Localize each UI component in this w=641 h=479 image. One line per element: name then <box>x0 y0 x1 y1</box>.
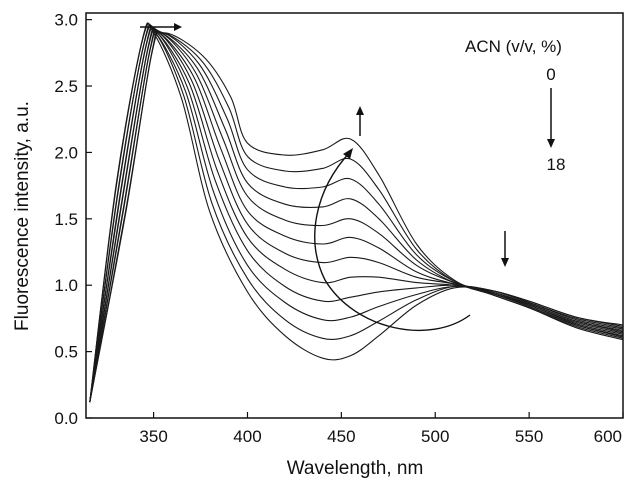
y-axis-ticks: 0.0 0.5 1.0 1.5 2.0 2.5 3.0 <box>54 11 92 428</box>
y-tick-label: 1.5 <box>54 210 78 229</box>
spectrum-line-4 <box>89 25 624 403</box>
annotations: ACN (v/v, %) 0 18 <box>140 23 566 332</box>
legend-title: ACN (v/v, %) <box>465 37 562 56</box>
spectrum-line-3 <box>89 24 624 403</box>
x-axis-ticks: 350 400 450 500 550 600 <box>139 412 624 446</box>
y-tick-label: 3.0 <box>54 11 78 30</box>
x-tick-label: 550 <box>515 427 543 446</box>
down-arrow-head <box>501 258 509 267</box>
plot-frame <box>85 12 624 419</box>
shift-arrow-head <box>174 23 182 31</box>
spectrum-line-10 <box>89 30 624 403</box>
x-tick-label: 350 <box>139 427 167 446</box>
y-tick-label: 1.0 <box>54 276 78 295</box>
spectrum-line-5 <box>89 26 624 403</box>
x-tick-label: 500 <box>421 427 449 446</box>
spectrum-line-8 <box>89 28 624 403</box>
spectrum-line-1 <box>89 23 624 403</box>
y-tick-label: 2.0 <box>54 143 78 162</box>
x-tick-label: 600 <box>594 427 622 446</box>
y-tick-label: 2.5 <box>54 77 78 96</box>
x-tick-label: 400 <box>233 427 261 446</box>
spectrum-line-9 <box>89 29 624 403</box>
up-arrow-head <box>356 106 364 115</box>
y-tick-label: 0.0 <box>54 409 78 428</box>
spectrum-line-2 <box>89 24 624 403</box>
loop-arrow-path <box>314 151 471 332</box>
x-tick-label: 450 <box>327 427 355 446</box>
legend-arrow-head <box>547 139 555 148</box>
spectrum-line-6 <box>89 27 624 403</box>
y-tick-label: 0.5 <box>54 343 78 362</box>
spectra-curves <box>89 22 624 403</box>
legend-to: 18 <box>547 155 566 174</box>
x-axis-label: Wavelength, nm <box>287 458 424 479</box>
spectrum-line-7 <box>89 28 624 403</box>
legend-from: 0 <box>546 65 555 84</box>
loop-arrow-head <box>343 148 353 159</box>
y-axis-label: Fluorescence intensity, a.u. <box>12 101 33 331</box>
spectrum-line-11 <box>89 30 624 403</box>
spectrum-line-0 <box>89 22 624 403</box>
